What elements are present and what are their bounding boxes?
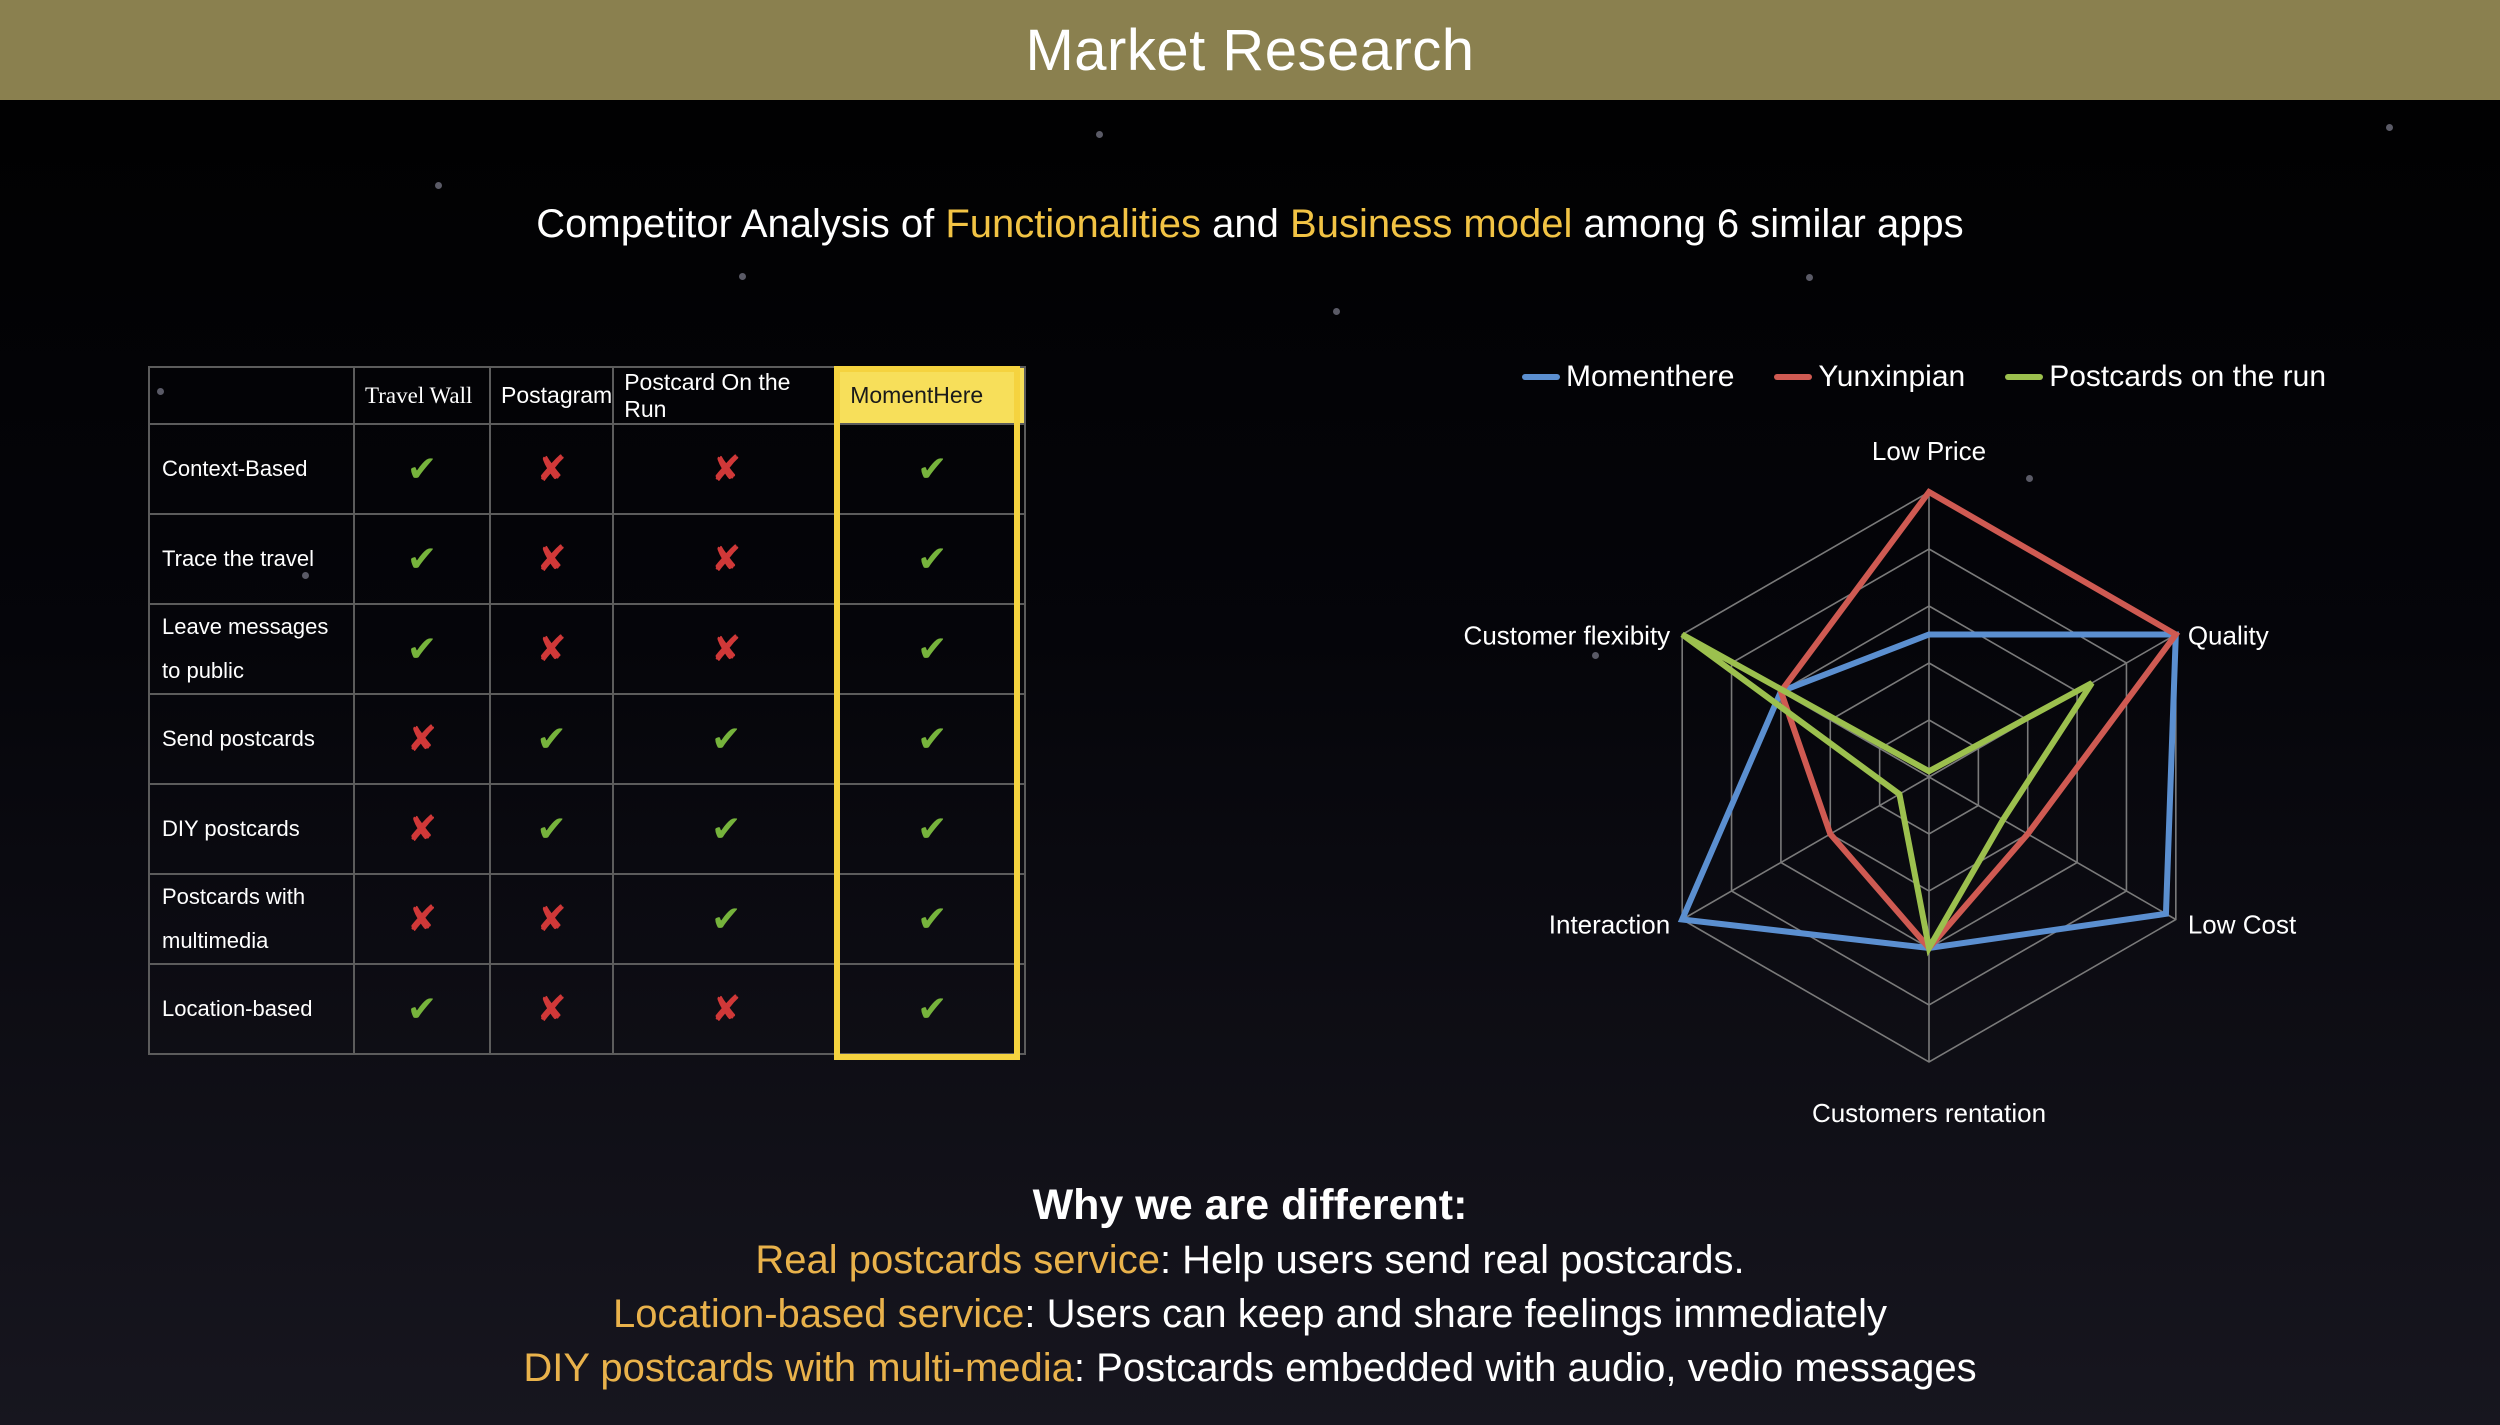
legend-label-postcards-on-the-run: Postcards on the run — [2049, 360, 2327, 393]
feature-label: Trace the travel — [148, 513, 355, 605]
subtitle-text: among 6 similar apps — [1572, 202, 1964, 246]
table-row: Send postcards ✘ ✔ ✔ ✔ — [148, 693, 1027, 785]
subtitle-text: and — [1201, 202, 1291, 246]
radar-axis-label: Customers rentation — [1812, 1098, 2046, 1128]
radar-axis-label: Low Cost — [2188, 910, 2297, 940]
feature-label: Send postcards — [148, 693, 355, 785]
column-header-postagram: Postagram — [488, 366, 615, 425]
feature-label: Leave messages to public — [148, 603, 355, 695]
support-mark: ✔ — [838, 603, 1027, 695]
subtitle-highlight-functionalities: Functionalities — [945, 202, 1202, 246]
radar-series-postcards-on-the-run — [1680, 631, 2095, 957]
subtitle-text: Competitor Analysis of — [536, 202, 946, 246]
radar-axis-line — [1928, 776, 2177, 921]
table-row: Trace the travel ✔ ✘ ✘ ✔ — [148, 513, 1027, 605]
column-header-travel-wall: Travel Wall — [353, 366, 491, 425]
column-header-postcard-on-the-run: Postcard On the Run — [612, 366, 841, 425]
radar-axis-label: Interaction — [1549, 910, 1670, 940]
legend-item-momenthere: Momenthere — [1522, 360, 1734, 394]
column-header-momenthere: MomentHere — [838, 366, 1027, 425]
star-decoration — [2386, 124, 2393, 131]
support-mark: ✔ — [488, 693, 615, 785]
legend-item-yunxinpian: Yunxinpian — [1774, 360, 1965, 394]
difference-text: : Postcards embedded with audio, vedio m… — [1073, 1346, 1977, 1390]
table-row: Location-based ✔ ✘ ✘ ✔ — [148, 963, 1027, 1055]
feature-label: Context-Based — [148, 423, 355, 515]
support-mark: ✘ — [353, 873, 491, 965]
radar-chart: Low Price Quality Low Cost Customers rentat… — [1464, 436, 2297, 1128]
difference-item: DIY postcards with multi-media: Postcard… — [0, 1341, 2500, 1395]
differences-section: Why we are different: Real postcards ser… — [0, 1178, 2500, 1395]
support-mark: ✘ — [612, 513, 841, 605]
radar-axis-label: Low Price — [1872, 436, 1986, 466]
support-mark: ✔ — [838, 783, 1027, 875]
table-row: Context-Based ✔ ✘ ✘ ✔ — [148, 423, 1027, 515]
differences-heading: Why we are different: — [1032, 1181, 1468, 1229]
support-mark: ✘ — [488, 873, 615, 965]
support-mark: ✘ — [612, 603, 841, 695]
difference-key: Real postcards service — [755, 1238, 1160, 1282]
star-decoration — [1333, 308, 1340, 315]
difference-text: : Users can keep and share feelings imme… — [1024, 1292, 1887, 1336]
difference-text: : Help users send real postcards. — [1159, 1238, 1745, 1282]
difference-item: Location-based service: Users can keep a… — [0, 1287, 2500, 1341]
support-mark: ✔ — [353, 423, 491, 515]
radar-axis-label: Customer flexibity — [1464, 621, 1671, 651]
support-mark: ✔ — [838, 423, 1027, 515]
feature-label: DIY postcards — [148, 783, 355, 875]
legend-swatch-yunxinpian — [1774, 374, 1813, 380]
support-mark: ✔ — [838, 873, 1027, 965]
star-decoration — [1592, 652, 1599, 659]
subtitle: Competitor Analysis of Functionalities a… — [0, 202, 2500, 247]
support-mark: ✘ — [488, 603, 615, 695]
subtitle-highlight-business-model: Business model — [1290, 202, 1573, 246]
legend-swatch-momenthere — [1522, 374, 1560, 380]
support-mark: ✘ — [612, 423, 841, 515]
support-mark: ✔ — [838, 963, 1027, 1055]
legend-label-momenthere: Momenthere — [1566, 360, 1735, 393]
support-mark: ✔ — [353, 963, 491, 1055]
support-mark: ✘ — [353, 693, 491, 785]
table-row: Leave messages to public ✔ ✘ ✘ ✔ — [148, 603, 1027, 695]
support-mark: ✘ — [488, 513, 615, 605]
table-row: Postcards with multimedia ✘ ✘ ✔ ✔ — [148, 873, 1027, 965]
table-header-row: Travel Wall Postagram Postcard On the Ru… — [148, 366, 1027, 425]
support-mark: ✔ — [838, 693, 1027, 785]
difference-key: DIY postcards with multi-media — [523, 1346, 1074, 1390]
support-mark: ✔ — [612, 873, 841, 965]
support-mark: ✔ — [488, 783, 615, 875]
table-corner-cell — [148, 366, 355, 425]
difference-item: Real postcards service: Help users send … — [0, 1233, 2500, 1287]
title-bar: Market Research — [0, 0, 2500, 100]
support-mark: ✔ — [838, 513, 1027, 605]
difference-key: Location-based service — [612, 1292, 1025, 1336]
table-row: DIY postcards ✘ ✔ ✔ ✔ — [148, 783, 1027, 875]
radar-axis-label: Quality — [2188, 621, 2269, 651]
support-mark: ✔ — [353, 513, 491, 605]
star-decoration — [435, 182, 442, 189]
radar-legend: Momenthere Yunxinpian Postcards on the r… — [1522, 357, 2326, 397]
support-mark: ✘ — [612, 963, 841, 1055]
legend-swatch-postcards-on-the-run — [2005, 374, 2044, 380]
legend-item-postcards-on-the-run: Postcards on the run — [2005, 360, 2326, 394]
star-decoration — [1806, 274, 1813, 281]
support-mark: ✘ — [488, 423, 615, 515]
feature-label: Postcards with multimedia — [148, 873, 355, 965]
page-title: Market Research — [1025, 17, 1475, 83]
radar-axis-line — [1681, 776, 1930, 921]
support-mark: ✘ — [488, 963, 615, 1055]
support-mark: ✘ — [353, 783, 491, 875]
support-mark: ✔ — [353, 603, 491, 695]
star-decoration — [739, 273, 746, 280]
support-mark: ✔ — [612, 693, 841, 785]
comparison-table: Travel Wall Postagram Postcard On the Ru… — [148, 366, 1027, 1055]
support-mark: ✔ — [612, 783, 841, 875]
feature-label: Location-based — [148, 963, 355, 1055]
star-decoration — [1096, 131, 1103, 138]
star-decoration — [2026, 475, 2033, 482]
legend-label-yunxinpian: Yunxinpian — [1818, 360, 1966, 393]
